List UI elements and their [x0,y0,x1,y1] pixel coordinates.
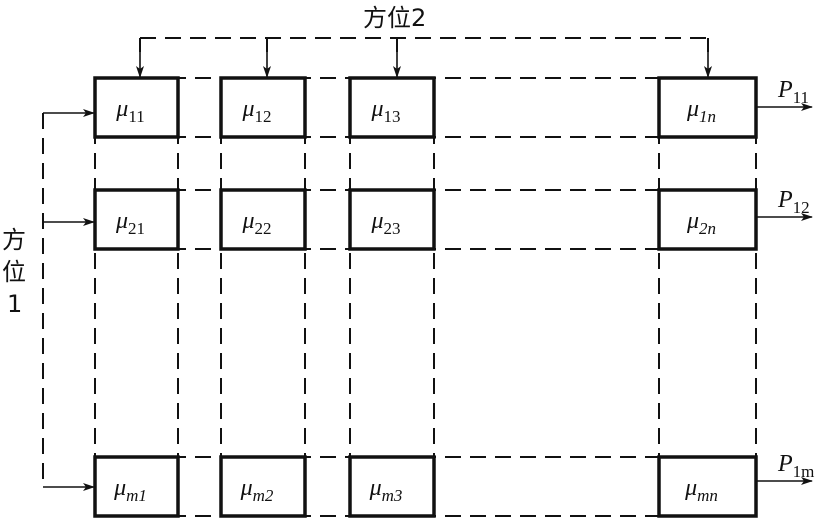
cell-label: μm1 [113,475,147,505]
cell-label: μm2 [240,475,274,505]
cell-border [219,455,307,518]
cell-subscript: m2 [253,486,274,505]
cell-box: μ21 [93,188,180,251]
cell-border [219,188,307,251]
cell-label: μ11 [115,96,144,126]
cell-border [657,76,758,139]
cell-subscript: m1 [126,486,147,505]
cell-subscript: 21 [128,219,145,238]
cell-box: μ22 [219,188,307,251]
left-label-char-1: 方 [2,226,26,254]
cell-label: μ13 [370,96,400,126]
cell-box: μ23 [348,188,436,251]
output-subscript: 12 [793,198,810,217]
cell-label: μ21 [115,208,145,238]
cell-box: μ12 [219,76,307,139]
cell-box: μ13 [348,76,436,139]
cell-subscript: 11 [128,107,144,126]
cell-symbol: μ [115,208,128,234]
cell-symbol: μ [684,475,697,501]
cell-border [93,188,180,251]
cell-subscript: 2n [699,219,716,238]
cell-label: μmn [684,475,718,505]
cell-box: μ2n [657,188,758,251]
cell-subscript: mn [697,486,718,505]
output-subscript: 1m [793,462,815,481]
top-label: 方位2 [363,4,426,32]
cell-subscript: 22 [255,219,272,238]
cell-box: μm1 [93,455,180,518]
cell-subscript: m3 [382,486,403,505]
cell-label: μ23 [370,208,400,238]
cell-subscript: 12 [255,107,272,126]
cell-border [348,76,436,139]
cell-border [219,76,307,139]
cell-symbol: μ [240,475,253,501]
cell-subscript: 23 [384,219,401,238]
cell-symbol: μ [686,96,699,122]
cell-symbol: μ [686,208,699,234]
cell-border [657,188,758,251]
cell-symbol: μ [241,96,254,122]
cell-symbol: μ [113,475,126,501]
cell-symbol: μ [115,96,128,122]
cell-subscript: 13 [384,107,401,126]
cell-label: μm3 [369,475,403,505]
cell-label: μ12 [241,96,271,126]
left-label-char-2: 位 [2,258,26,286]
cell-box: μmn [657,455,758,518]
cell-border [93,76,180,139]
cell-box: μ1n [657,76,758,139]
connector-lines [43,52,813,491]
output-label: P1m [777,451,814,481]
output-label: P11 [777,77,809,107]
output-symbol: P [777,77,793,103]
cell-box: μm3 [348,455,436,518]
left-label-char-3: 1 [7,290,22,318]
cell-symbol: μ [370,208,383,234]
cell-label: μ22 [241,208,271,238]
cell-label: μ1n [686,96,716,126]
cell-border [348,188,436,251]
cell-subscript: 1n [699,107,716,126]
output-symbol: P [777,187,793,213]
output-subscript: 11 [793,88,809,107]
output-symbol: P [777,451,793,477]
output-label: P12 [777,187,810,217]
cell-symbol: μ [241,208,254,234]
cell-border [93,455,180,518]
cell-label: μ2n [686,208,716,238]
cell-symbol: μ [369,475,382,501]
cell-box: μm2 [219,455,307,518]
cell-symbol: μ [370,96,383,122]
cell-box: μ11 [93,76,180,139]
cell-border [348,455,436,518]
cell-border [657,455,758,518]
